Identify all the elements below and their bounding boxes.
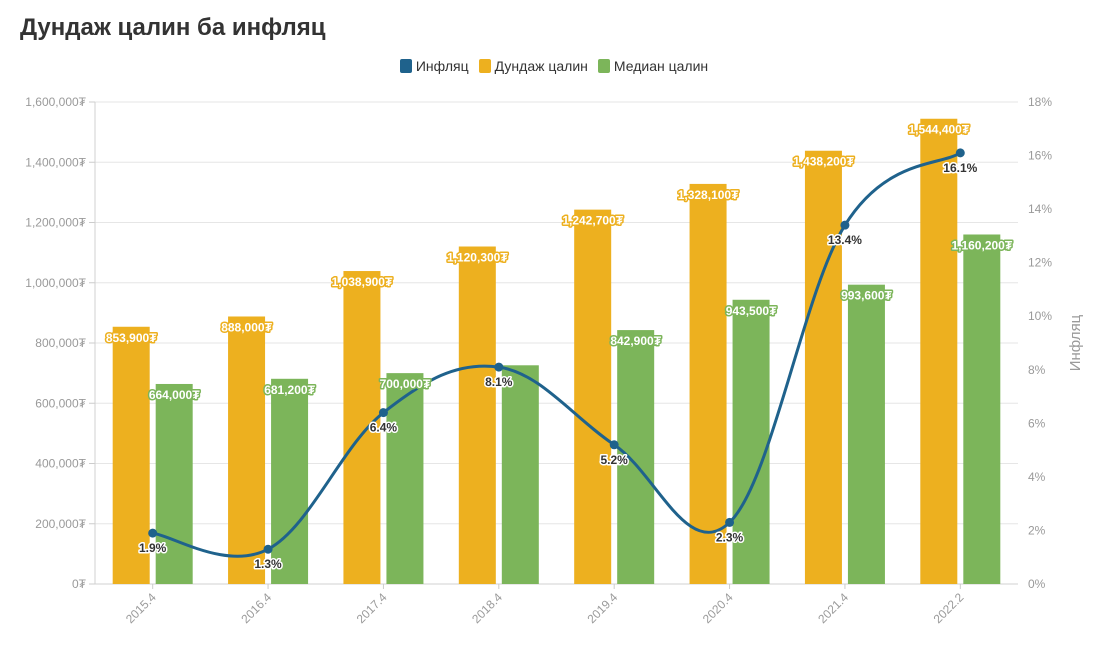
inflation-point [378, 408, 388, 418]
bar-median-salary [847, 284, 885, 584]
x-axis: 2015.4 2016.4 2017.4 2018.4 2019.4 2020.4 2021… [95, 583, 1018, 626]
legend-item-median-salary[interactable]: Медиан цалин [597, 58, 709, 74]
y-left-tick-label: 1,200,000₮ [25, 216, 86, 230]
legend: Инфляц Дундаж цалин Медиан цалин [0, 58, 1108, 74]
legend-label-average-salary: Дундаж цалин [494, 58, 588, 74]
chart-title: Дундаж цалин ба инфляц [20, 14, 326, 41]
bar-average-salary [112, 326, 150, 584]
inflation-point [725, 517, 735, 527]
bar-average-salary [228, 316, 266, 584]
average-salary-label: 1,328,100₮ [678, 188, 739, 202]
inflation-label: 13.4% [828, 233, 862, 247]
y-left-tick-label: 800,000₮ [35, 336, 86, 350]
x-tick-label: 2015.4 [123, 590, 159, 626]
y-left-tick-label: 0₮ [72, 577, 87, 591]
inflation-point [263, 544, 273, 554]
inflation-label: 2.3% [716, 530, 744, 544]
inflation-point [609, 440, 619, 450]
bar-average-salary [574, 209, 612, 584]
x-tick-label: 2019.4 [584, 590, 620, 626]
average-salary-label: 1,242,700₮ [562, 214, 623, 228]
y-left-tick-label: 1,000,000₮ [25, 276, 86, 290]
legend-label-median-salary: Медиан цалин [613, 58, 709, 74]
bar-median-salary [271, 378, 309, 584]
average-salary-label: 1,544,400₮ [908, 123, 969, 137]
inflation-label: 5.2% [601, 453, 629, 467]
y-axis-right-title: Инфляц [1067, 314, 1084, 371]
average-salary-label: 1,120,300₮ [447, 251, 508, 265]
y-left-tick-label: 400,000₮ [35, 457, 86, 471]
y-axis-right: 0% 2% 4% 6% 8% 10% 12% 14% 16% 18% [1028, 95, 1052, 591]
bar-average-salary [804, 150, 842, 584]
bar-average-salary [458, 246, 496, 584]
y-left-tick-label: 200,000₮ [35, 517, 86, 531]
y-right-tick-label: 14% [1028, 202, 1052, 216]
inflation-label: 1.3% [254, 557, 282, 571]
y-right-tick-label: 16% [1028, 149, 1052, 163]
y-left-tick-label: 600,000₮ [35, 396, 86, 410]
median-salary-label: 993,600₮ [841, 289, 892, 303]
average-salary-label: 853,900₮ [106, 331, 157, 345]
bar-average-salary [920, 118, 958, 584]
legend-swatch-average-salary [478, 59, 491, 73]
legend-label-inflation: Инфляц [415, 58, 469, 74]
data-labels: 853,900₮ 888,000₮ 1,038,900₮ 1,120,300₮ 1,24… [104, 121, 1014, 572]
x-tick-label: 2017.4 [354, 590, 390, 626]
inflation-label: 6.4% [370, 421, 398, 435]
y-right-tick-label: 6% [1028, 416, 1046, 430]
y-right-tick-label: 4% [1028, 470, 1046, 484]
y-left-tick-label: 1,400,000₮ [25, 155, 86, 169]
median-salary-label: 664,000₮ [149, 388, 200, 402]
bar-median-salary [386, 373, 424, 584]
inflation-label: 1.9% [139, 541, 167, 555]
y-right-tick-label: 2% [1028, 523, 1046, 537]
legend-swatch-median-salary [597, 59, 610, 73]
y-right-tick-label: 12% [1028, 256, 1052, 270]
y-right-tick-label: 18% [1028, 95, 1052, 109]
x-tick-label: 2016.4 [238, 590, 274, 626]
average-salary-label: 1,038,900₮ [332, 275, 393, 289]
bar-average-salary [689, 183, 727, 584]
bars [112, 118, 1001, 584]
bar-median-salary [155, 383, 193, 584]
legend-swatch-inflation [399, 59, 412, 73]
legend-item-average-salary[interactable]: Дундаж цалин [478, 58, 588, 74]
x-tick-label: 2018.4 [469, 590, 505, 626]
y-axis-left: 0₮ 200,000₮ 400,000₮ 600,000₮ 800,000₮ 1,000,… [25, 95, 96, 591]
inflation-label: 16.1% [943, 161, 977, 175]
inflation-point [148, 528, 158, 538]
y-right-tick-label: 8% [1028, 363, 1046, 377]
median-salary-label: 1,160,200₮ [951, 238, 1012, 252]
bar-median-salary [617, 330, 655, 584]
y-right-tick-label: 10% [1028, 309, 1052, 323]
x-tick-label: 2021.4 [815, 590, 851, 626]
median-salary-label: 700,000₮ [380, 377, 431, 391]
y-left-tick-label: 1,600,000₮ [25, 95, 86, 109]
inflation-line [148, 148, 965, 558]
inflation-point [840, 220, 850, 230]
inflation-line-path [152, 151, 962, 558]
average-salary-label: 1,438,200₮ [793, 155, 854, 169]
bar-average-salary [343, 271, 381, 584]
x-tick-label: 2020.4 [700, 590, 736, 626]
median-salary-label: 943,500₮ [726, 304, 777, 318]
bar-median-salary [732, 299, 770, 584]
inflation-label: 8.1% [485, 375, 513, 389]
x-tick-label: 2022.2 [931, 590, 967, 626]
bar-median-salary [501, 365, 539, 584]
average-salary-label: 888,000₮ [221, 320, 272, 334]
median-salary-label: 842,900₮ [610, 334, 661, 348]
y-right-tick-label: 0% [1028, 577, 1046, 591]
legend-item-inflation[interactable]: Инфляц [399, 58, 469, 74]
bar-median-salary [963, 234, 1001, 584]
median-salary-label: 681,200₮ [264, 383, 315, 397]
inflation-point [494, 362, 504, 372]
inflation-point [955, 148, 965, 158]
